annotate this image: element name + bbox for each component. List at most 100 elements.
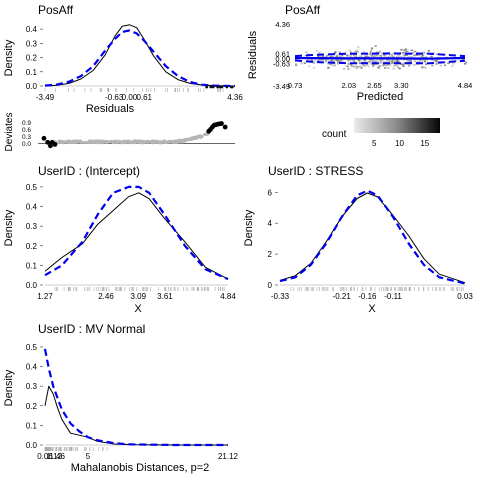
deviate-point bbox=[94, 140, 98, 144]
x-tick-label: 4.84 bbox=[458, 81, 473, 90]
axis-ylabel-density-3: Density bbox=[243, 209, 255, 246]
deviate-point bbox=[72, 139, 76, 143]
x-tick-label: -3.49 bbox=[36, 93, 55, 102]
count-cell bbox=[402, 54, 405, 57]
outlier-point bbox=[209, 85, 213, 89]
reference-density-line bbox=[44, 29, 236, 88]
count-cell bbox=[318, 58, 321, 61]
axis-xlabel-predicted: Predicted bbox=[357, 91, 403, 103]
count-cell bbox=[377, 66, 380, 69]
count-cell bbox=[415, 51, 419, 54]
empirical-density-line bbox=[44, 24, 236, 87]
x-tick-label: 0.06 bbox=[37, 452, 53, 461]
count-cell bbox=[465, 61, 468, 64]
count-cell bbox=[324, 60, 327, 63]
count-cell bbox=[313, 61, 316, 64]
count-cell bbox=[436, 53, 439, 56]
count-cell bbox=[310, 59, 313, 62]
count-cell bbox=[390, 53, 394, 56]
count-cell bbox=[370, 60, 374, 62]
count-cell bbox=[370, 54, 374, 57]
count-cell bbox=[378, 56, 381, 58]
legend-tick-label: 15 bbox=[420, 139, 429, 148]
extreme-deviate-point bbox=[45, 139, 51, 145]
count-cell bbox=[346, 54, 349, 57]
y-tick-label: 0.5 bbox=[26, 343, 38, 352]
count-cell bbox=[339, 59, 343, 62]
count-cell bbox=[379, 59, 382, 62]
center-fit-line bbox=[294, 56, 466, 60]
count-cell bbox=[357, 66, 360, 68]
count-cell bbox=[387, 67, 390, 69]
count-cell bbox=[382, 60, 385, 63]
deviate-point bbox=[154, 140, 159, 144]
deviate-point bbox=[159, 141, 163, 145]
deviate-point bbox=[166, 140, 171, 144]
y-tick-label: 0.0 bbox=[26, 82, 38, 91]
count-cell bbox=[321, 58, 324, 61]
count-cell bbox=[407, 55, 410, 58]
count-cell bbox=[331, 59, 334, 62]
axis-xlabel-mahalanobis: Mahalanobis Distances, p=2 bbox=[71, 462, 210, 474]
count-cell bbox=[342, 60, 345, 63]
count-cell bbox=[317, 55, 320, 58]
y-tick-label: 0.4 bbox=[26, 203, 38, 212]
count-cell bbox=[392, 67, 395, 70]
count-cell bbox=[352, 59, 355, 61]
y-tick-label: 6 bbox=[268, 188, 273, 197]
deviate-point bbox=[60, 140, 64, 144]
count-cell bbox=[326, 59, 330, 62]
count-cell bbox=[392, 52, 395, 55]
panel-title-mv-normal: UserID : MV Normal bbox=[38, 322, 145, 336]
count-cell bbox=[424, 67, 427, 69]
x-tick-label: -0.11 bbox=[384, 292, 402, 301]
count-cell bbox=[303, 62, 306, 65]
count-cell bbox=[345, 65, 348, 67]
count-cell bbox=[354, 50, 357, 53]
x-tick-label: 2.46 bbox=[98, 292, 114, 301]
axis-xlabel-x-1: X bbox=[134, 303, 142, 315]
reference-density-line bbox=[44, 185, 229, 281]
deviate-point bbox=[194, 136, 198, 140]
count-cell bbox=[333, 64, 336, 67]
x-tick-label: 4.36 bbox=[227, 93, 243, 102]
outlier-point bbox=[218, 85, 222, 89]
count-cell bbox=[300, 62, 303, 65]
y-tick-label: 0.2 bbox=[26, 402, 38, 411]
count-cell bbox=[425, 63, 428, 65]
count-cell bbox=[451, 65, 454, 68]
count-cell bbox=[307, 58, 310, 61]
count-cell bbox=[379, 60, 383, 63]
count-cell bbox=[349, 55, 353, 57]
axis-xlabel-residuals: Residuals bbox=[86, 103, 135, 115]
x-tick-label: 2.03 bbox=[341, 81, 356, 90]
y-tick-label: 4 bbox=[268, 219, 273, 228]
count-cell bbox=[356, 51, 359, 53]
count-cell bbox=[387, 63, 390, 66]
x-tick-label: 3.09 bbox=[131, 292, 147, 301]
count-cell bbox=[363, 58, 366, 61]
count-cell bbox=[430, 56, 433, 58]
deviate-point bbox=[90, 139, 94, 143]
count-cell bbox=[397, 54, 400, 57]
count-cell bbox=[368, 61, 372, 64]
count-cell bbox=[349, 59, 352, 62]
panel-title-residual-vs-predicted: PosAff bbox=[285, 3, 321, 17]
count-cell bbox=[397, 66, 400, 69]
count-cell bbox=[349, 51, 353, 54]
y-tick-label: 0.61 bbox=[275, 50, 290, 59]
count-cell bbox=[402, 56, 406, 58]
count-cell bbox=[425, 59, 429, 62]
count-cell bbox=[313, 59, 317, 62]
deviate-point bbox=[57, 139, 62, 143]
y-tick-label: 0.3 bbox=[26, 222, 38, 231]
count-cell bbox=[401, 63, 404, 66]
count-cell bbox=[391, 62, 394, 65]
count-cell bbox=[356, 58, 359, 61]
count-cell bbox=[452, 62, 455, 64]
count-cell bbox=[394, 60, 397, 62]
deviate-point bbox=[66, 140, 70, 144]
y-tick-label: -0.63 bbox=[273, 59, 290, 68]
deviate-point bbox=[170, 140, 175, 144]
